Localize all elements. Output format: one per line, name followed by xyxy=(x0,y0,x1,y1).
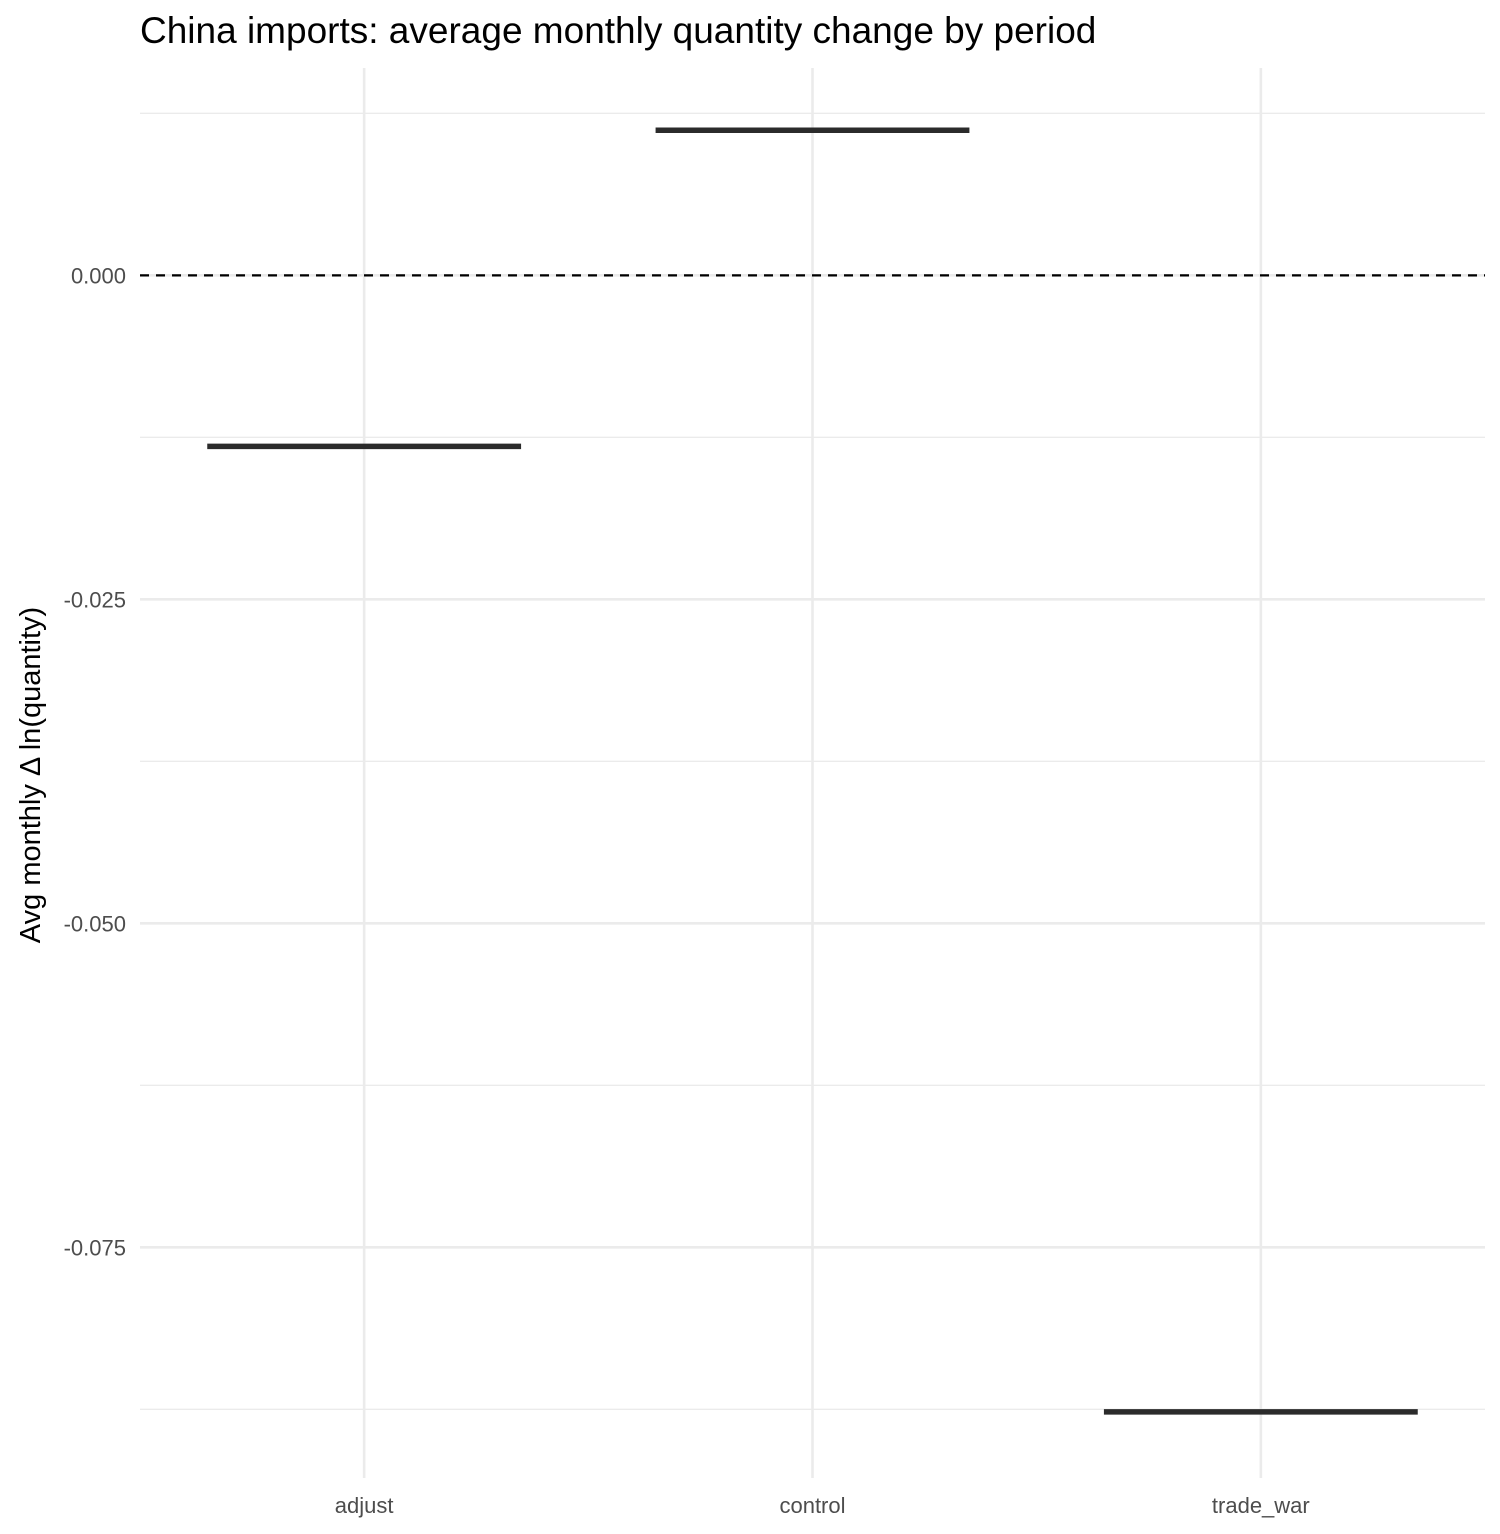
y-tick-labels: 0.000 -0.025 -0.050 -0.075 xyxy=(64,263,126,1260)
chart-title: China imports: average monthly quantity … xyxy=(140,10,1097,51)
x-tick-label: adjust xyxy=(335,1493,394,1518)
x-tick-label: trade_war xyxy=(1212,1493,1310,1518)
y-tick-label: 0.000 xyxy=(71,263,126,288)
y-axis-title: Avg monthly Δ ln(quantity) xyxy=(15,607,47,943)
y-tick-label: -0.075 xyxy=(64,1235,126,1260)
x-tick-label: control xyxy=(779,1493,845,1518)
x-tick-labels: adjust control trade_war xyxy=(335,1493,1310,1518)
grid-major xyxy=(140,68,1485,1478)
y-tick-label: -0.050 xyxy=(64,911,126,936)
data-marks xyxy=(207,127,1418,1415)
y-tick-label: -0.025 xyxy=(64,587,126,612)
